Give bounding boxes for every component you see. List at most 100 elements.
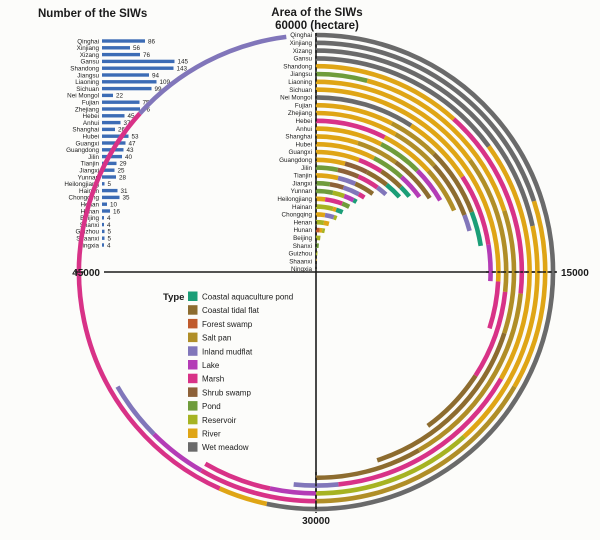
ring-segment-salt-pan [390, 121, 436, 156]
radial-axis-label-right: 15000 [561, 268, 589, 279]
ring-segment-coastal-aquaculture-pond [335, 207, 344, 215]
ring-label: Henan [293, 219, 312, 226]
ring-segment-marsh [357, 174, 379, 190]
bar-label: Yunnan [78, 174, 100, 181]
ring-segment-inland-mudflat [462, 214, 472, 232]
ring-segment-lake [415, 168, 443, 202]
ring-segment-river [383, 135, 431, 173]
ring-segment-coastal-tidal-flat [315, 448, 421, 481]
ring-segment-reservoir [315, 219, 325, 226]
bar-label: Guangdong [66, 147, 99, 154]
bar-value: 22 [116, 93, 124, 100]
ring-segment-wet-meadow [266, 32, 556, 512]
ring-label: Jilin [301, 165, 312, 172]
legend-swatch-lake [188, 360, 198, 370]
radial-axis-label-bottom: 30000 [302, 516, 330, 527]
ring-label: Shanghai [285, 134, 312, 141]
ring-segment-lake [152, 432, 203, 473]
bar-value: 29 [120, 161, 128, 168]
bar-value: 5 [108, 181, 112, 188]
bar [102, 80, 157, 84]
bar [102, 66, 174, 70]
bar-label: Shaanxi [76, 236, 99, 243]
bar-value: 4 [107, 215, 111, 222]
ring-segment-pond [380, 142, 420, 173]
bar-value: 76 [143, 106, 151, 113]
ring-segment-marsh [76, 111, 221, 491]
bar-value: 40 [125, 154, 133, 161]
bar-label: Hubei [83, 134, 99, 141]
bar [102, 175, 116, 179]
legend-label: Forest swamp [202, 320, 253, 329]
ring-segment-river [366, 78, 507, 212]
ring-label: Guangdong [279, 157, 312, 164]
ring-segment-wet-meadow [315, 56, 491, 148]
bar-label: Liaoning [75, 79, 99, 86]
legend-swatch-coastal-tidal-flat [188, 305, 198, 315]
ring-segment-salt-pan [394, 132, 436, 168]
legend-swatch-pond [188, 401, 198, 411]
bar-label: Heilongjiang [64, 181, 99, 188]
ring-segment-marsh [200, 468, 317, 504]
ring-label: Shanxi [293, 243, 312, 250]
ring-segment-inland-mudflat [115, 385, 156, 436]
legend-label: Reservoir [202, 416, 237, 425]
ring-segment-shrub-swamp [329, 182, 345, 190]
legend-label: Inland mudflat [202, 347, 253, 356]
bar-label: Hebei [83, 113, 99, 120]
bar-value: 109 [160, 79, 171, 86]
ring-segment-coastal-tidal-flat [376, 332, 507, 463]
ring-segment-lake [486, 244, 493, 282]
ring-segment-inland-mudflat [337, 175, 357, 186]
bar-value: 94 [152, 72, 160, 79]
ring-segment-reservoir [333, 215, 338, 221]
bar-label: Fujian [82, 100, 100, 107]
bar [102, 161, 117, 166]
bar-value: 56 [133, 45, 141, 52]
bar-value: 143 [177, 66, 188, 73]
ring-segment-wet-meadow [315, 95, 413, 128]
ring-segment-coastal-aquaculture-pond [399, 185, 412, 198]
ring-segment-coastal-tidal-flat [380, 169, 403, 189]
ring-segment-river [315, 110, 397, 137]
ring-segment-wet-meadow [315, 48, 535, 227]
legend-title: Type [163, 292, 184, 303]
ring-segment-marsh [324, 197, 344, 206]
ring-segment-inland-mudflat [375, 185, 388, 197]
ring-segment-marsh [357, 192, 366, 200]
legend-swatch-marsh [188, 373, 198, 384]
bar-value: 10 [110, 202, 118, 209]
ring-label: Yunnan [291, 188, 313, 195]
ring-segment-coastal-tidal-flat [394, 160, 432, 200]
legend-swatch-shrub-swamp [188, 387, 198, 397]
bar-value: 16 [113, 208, 121, 215]
ring-segment-river [315, 141, 376, 161]
ring-segment-river [315, 126, 383, 147]
bar-value: 86 [148, 38, 156, 45]
ring-segment-shrub-swamp [337, 167, 360, 179]
ring-segment-river [486, 145, 532, 380]
ring-label: Sichuan [289, 87, 312, 94]
ring-segment-salt-pan [357, 140, 398, 165]
legend-swatch-coastal-aquaculture-pond [188, 291, 198, 301]
ring-segment-coastal-aquaculture-pond [469, 211, 484, 247]
ring-label: Gansu [293, 56, 312, 63]
bar [102, 114, 125, 118]
ring-segment-river [315, 157, 346, 166]
ring-segment-river [315, 134, 359, 146]
legend-swatch-salt-pan [188, 332, 198, 343]
ring-segment-river [315, 212, 326, 218]
bar-label: Jiangsu [77, 72, 99, 79]
bar-label: Sichuan [76, 86, 99, 93]
legend-swatch-river [188, 428, 198, 438]
bar-label: Gansu [80, 59, 99, 66]
bar-value: 35 [123, 195, 131, 202]
bar [102, 154, 122, 159]
bar [102, 39, 145, 43]
bar-label: Shanghai [72, 127, 99, 134]
ring-segment-pond [315, 71, 368, 83]
bar-label: Hainan [79, 188, 99, 195]
ring-segment-inland-mudflat [138, 34, 287, 115]
ring-segment-lake [343, 193, 355, 203]
